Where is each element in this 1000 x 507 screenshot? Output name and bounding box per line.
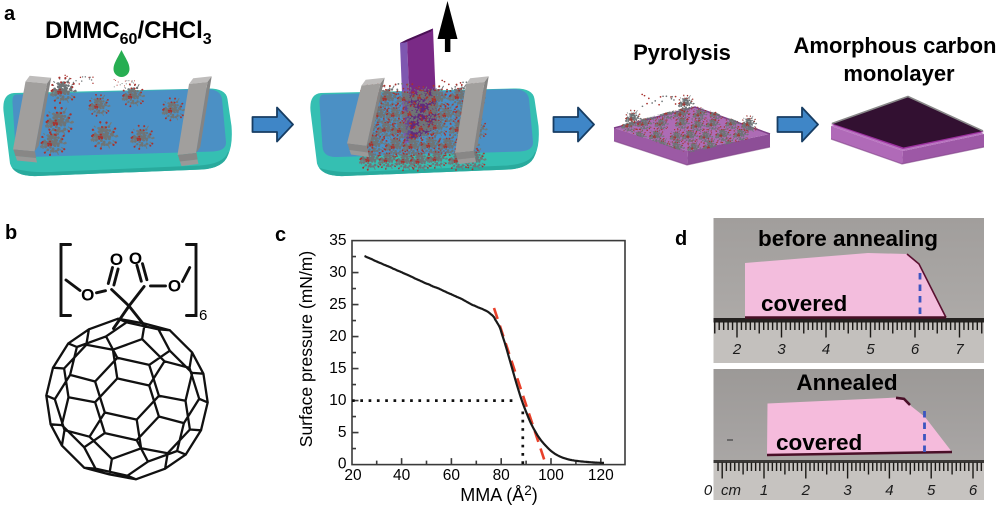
svg-text:0: 0 xyxy=(704,482,713,499)
svg-text:0: 0 xyxy=(338,456,347,473)
svg-text:10: 10 xyxy=(329,392,347,409)
svg-text:O: O xyxy=(81,286,94,305)
svg-text:O: O xyxy=(129,249,142,268)
svg-text:2: 2 xyxy=(801,482,811,499)
svg-text:c: c xyxy=(275,224,286,246)
svg-text:35: 35 xyxy=(329,232,346,249)
svg-text:covered: covered xyxy=(761,291,847,316)
svg-text:O: O xyxy=(110,250,123,269)
svg-text:80: 80 xyxy=(493,467,511,484)
svg-text:2: 2 xyxy=(732,341,742,358)
svg-text:before annealing: before annealing xyxy=(758,226,938,251)
svg-text:30: 30 xyxy=(329,264,347,281)
svg-text:7: 7 xyxy=(955,341,964,358)
svg-text:d: d xyxy=(675,228,687,250)
svg-text:20: 20 xyxy=(344,467,362,484)
svg-text:6: 6 xyxy=(199,307,207,324)
svg-text:25: 25 xyxy=(329,296,346,313)
svg-text:Pyrolysis: Pyrolysis xyxy=(633,40,731,65)
svg-text:b: b xyxy=(5,222,17,244)
svg-text:100: 100 xyxy=(538,467,564,484)
svg-text:6: 6 xyxy=(911,341,920,358)
svg-text:4: 4 xyxy=(822,341,830,358)
svg-text:6: 6 xyxy=(969,482,978,499)
svg-text:Surface pressure (mN/m): Surface pressure (mN/m) xyxy=(296,251,316,447)
svg-text:15: 15 xyxy=(329,360,346,377)
svg-text:a: a xyxy=(4,3,16,25)
svg-text:120: 120 xyxy=(588,467,614,484)
svg-text:O: O xyxy=(168,277,181,296)
svg-text:60: 60 xyxy=(443,467,461,484)
svg-text:5: 5 xyxy=(927,482,936,499)
svg-text:4: 4 xyxy=(885,482,893,499)
svg-text:MMA (Å2): MMA (Å2) xyxy=(460,483,538,505)
svg-text:monolayer: monolayer xyxy=(843,61,955,86)
svg-text:Annealed: Annealed xyxy=(796,370,897,395)
svg-text:5: 5 xyxy=(338,424,347,441)
svg-text:3: 3 xyxy=(777,341,786,358)
svg-text:covered: covered xyxy=(776,430,862,455)
svg-text:3: 3 xyxy=(843,482,852,499)
svg-text:1: 1 xyxy=(760,482,768,499)
svg-text:20: 20 xyxy=(329,328,347,345)
svg-text:40: 40 xyxy=(393,467,411,484)
svg-text:5: 5 xyxy=(866,341,875,358)
svg-text:Amorphous carbon: Amorphous carbon xyxy=(794,33,997,58)
svg-text:cm: cm xyxy=(721,482,741,499)
